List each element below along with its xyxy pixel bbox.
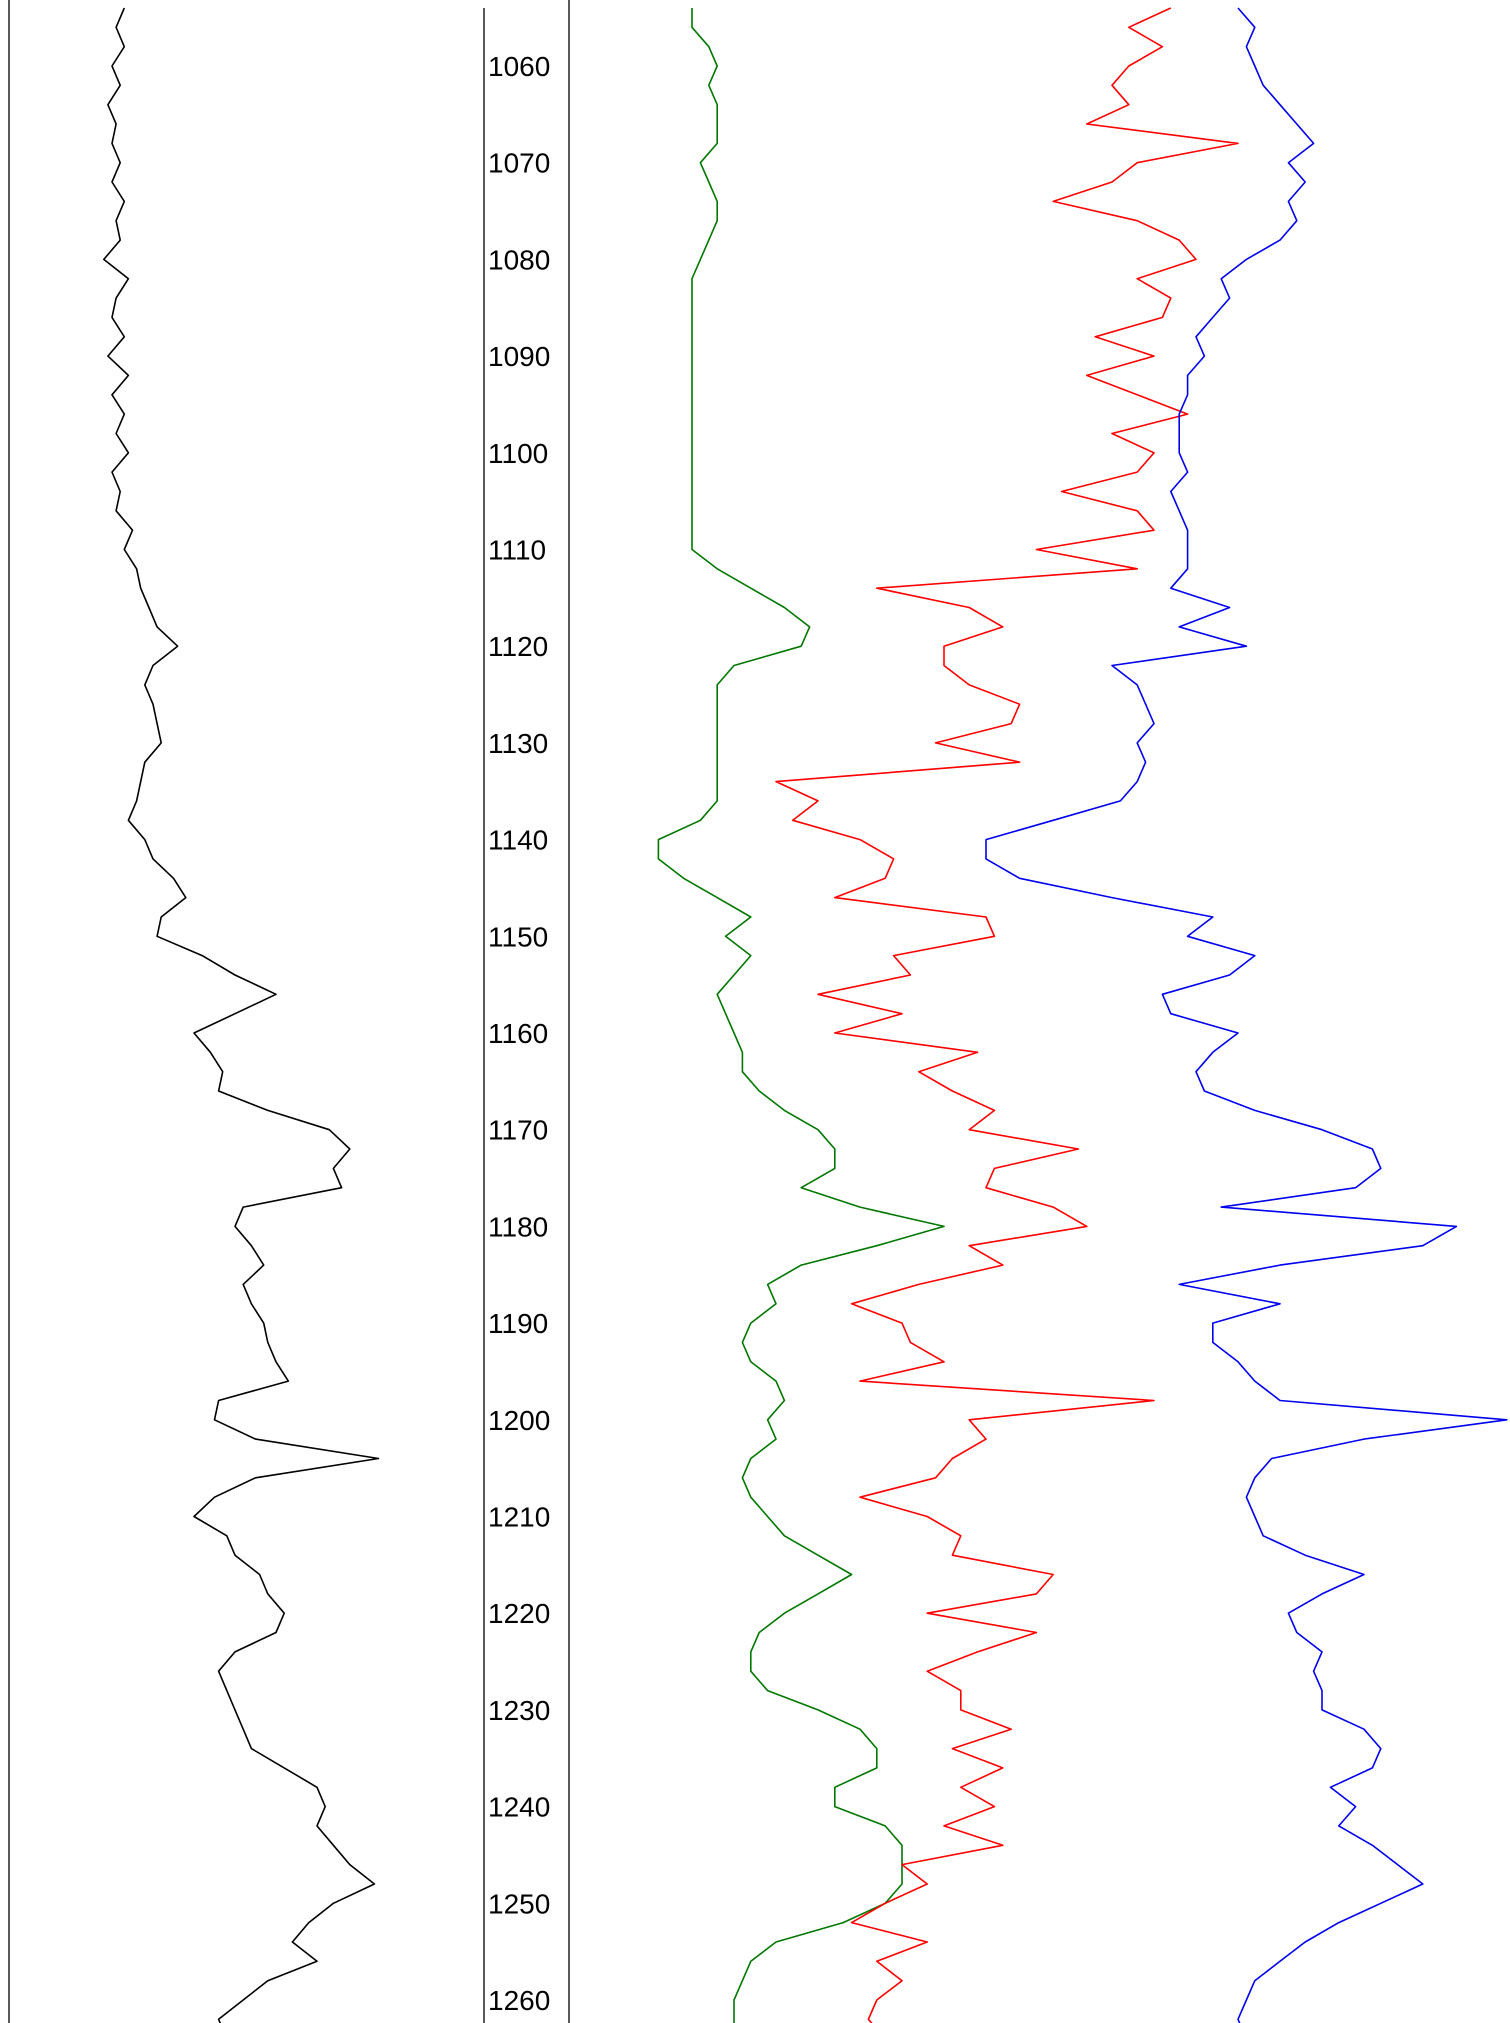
depth-tick-label: 1130 bbox=[488, 728, 548, 759]
depth-tick-label: 1150 bbox=[488, 921, 548, 952]
depth-tick-label: 1210 bbox=[488, 1502, 550, 1533]
depth-tick-label: 1250 bbox=[488, 1888, 550, 1919]
depth-tick-label: 1110 bbox=[488, 535, 546, 566]
depth-tick-label: 1220 bbox=[488, 1598, 550, 1629]
depth-tick-label: 1170 bbox=[488, 1115, 548, 1146]
series-line-2 bbox=[775, 7, 1239, 2023]
depth-tick-label: 1080 bbox=[488, 244, 550, 275]
depth-axis: 1060 1070 1080 1090 1100 1110 1120 1130 1140 1150… bbox=[488, 51, 550, 2016]
depth-tick-label: 1140 bbox=[488, 825, 548, 856]
depth-tick-label: 1260 bbox=[488, 1985, 550, 2016]
depth-tick-label: 1180 bbox=[488, 1211, 548, 1242]
depth-tick-label: 1060 bbox=[488, 51, 550, 82]
series-line-3 bbox=[985, 7, 1508, 2023]
depth-tick-label: 1100 bbox=[488, 438, 548, 469]
depth-tick-label: 1240 bbox=[488, 1792, 550, 1823]
series-line-0 bbox=[103, 7, 380, 2023]
depth-tick-label: 1120 bbox=[488, 631, 548, 662]
depth-tick-label: 1200 bbox=[488, 1405, 550, 1436]
series-line-1 bbox=[657, 8, 945, 2023]
depth-tick-label: 1230 bbox=[488, 1695, 550, 1726]
depth-tick-label: 1160 bbox=[488, 1018, 548, 1049]
depth-tick-label: 1090 bbox=[488, 341, 550, 372]
log-curves bbox=[103, 7, 1508, 2023]
depth-tick-label: 1190 bbox=[488, 1308, 548, 1339]
depth-tick-label: 1070 bbox=[488, 148, 550, 179]
